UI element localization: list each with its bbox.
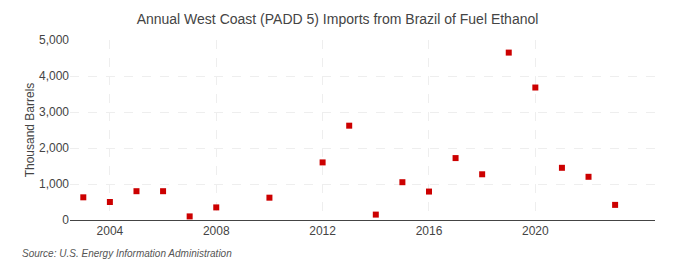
svg-text:4,000: 4,000 [39, 69, 69, 83]
svg-text:3,000: 3,000 [39, 105, 69, 119]
svg-text:Annual West Coast (PADD 5) Imp: Annual West Coast (PADD 5) Imports from … [137, 11, 539, 27]
svg-text:2012: 2012 [309, 224, 336, 238]
svg-text:2016: 2016 [416, 224, 443, 238]
svg-text:5,000: 5,000 [39, 33, 69, 47]
svg-text:Thousand Barrels: Thousand Barrels [23, 83, 37, 178]
svg-text:2,000: 2,000 [39, 141, 69, 155]
svg-text:2004: 2004 [97, 224, 124, 238]
svg-text:0: 0 [62, 213, 69, 227]
svg-text:2008: 2008 [203, 224, 230, 238]
svg-text:1,000: 1,000 [39, 177, 69, 191]
svg-text:Source: U.S. Energy Informatio: Source: U.S. Energy Information Administ… [22, 248, 232, 259]
svg-text:2020: 2020 [522, 224, 549, 238]
